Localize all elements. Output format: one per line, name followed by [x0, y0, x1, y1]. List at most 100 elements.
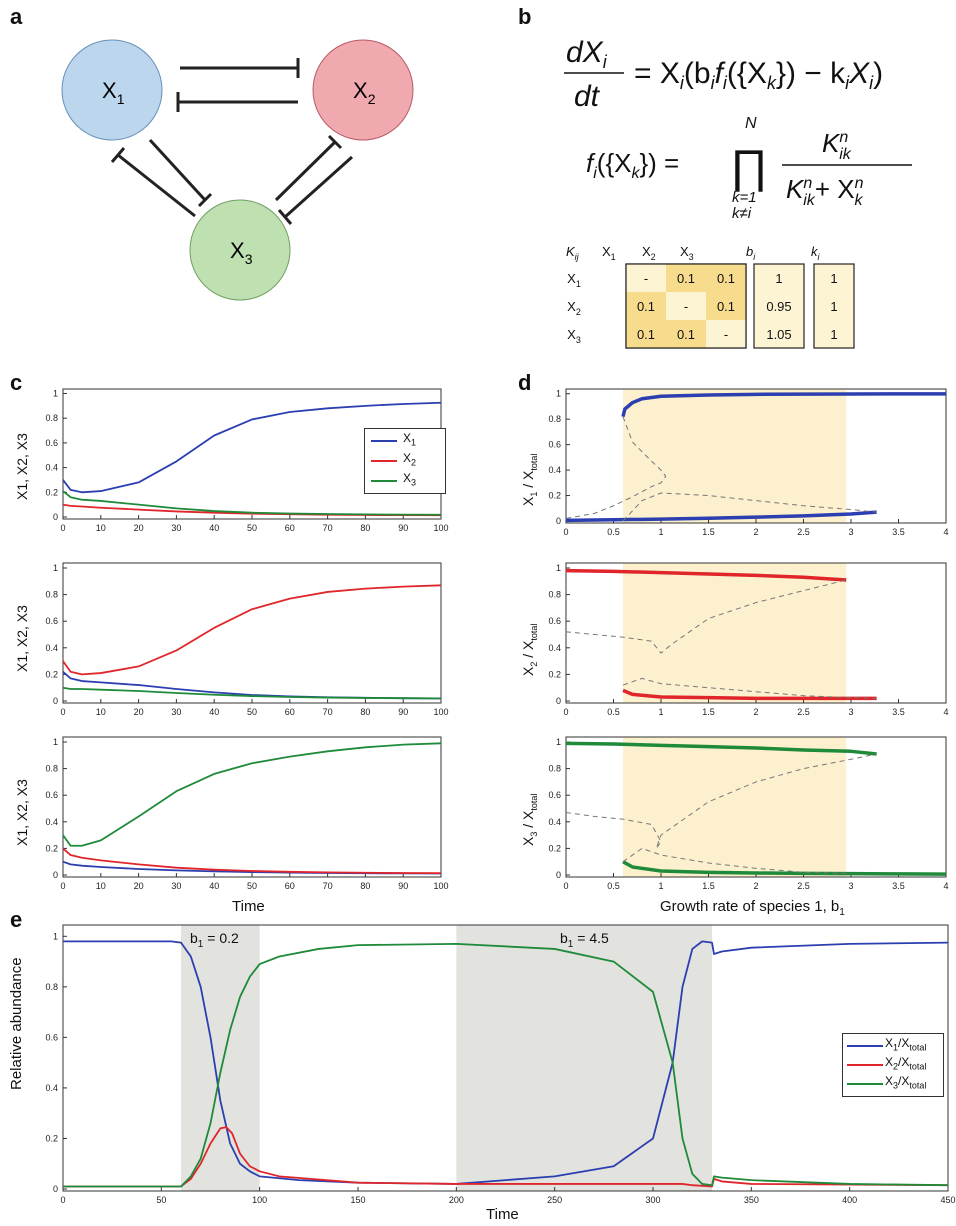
table-cell: - — [684, 299, 688, 314]
x-tick-label: 60 — [285, 523, 295, 533]
legend-line-x1 — [371, 440, 397, 442]
legend-c: X1 X2 X3 — [364, 428, 446, 494]
x-tick-label: 50 — [247, 523, 257, 533]
x-tick-label: 60 — [285, 881, 295, 891]
x-tick-label: 60 — [285, 707, 295, 717]
table-cell: 0.1 — [677, 327, 695, 342]
y-tick-label: 0.2 — [45, 843, 58, 853]
inhibition-edges — [110, 58, 354, 225]
table-k-value: 1 — [830, 271, 837, 286]
x-tick-label: 0 — [60, 523, 65, 533]
x-tick-label: 0 — [563, 527, 568, 537]
y-tick-label: 1 — [556, 389, 561, 399]
x-tick-label: 150 — [350, 1195, 365, 1205]
panel-c-xlabel: Time — [232, 898, 265, 915]
node-x1 — [61, 39, 163, 141]
x-tick-label: 40 — [209, 523, 219, 533]
y-tick-label: 0.8 — [548, 764, 561, 774]
x-tick-label: 1 — [658, 881, 663, 891]
parameter-table: Kij X1 X2 X3 bi ki X1 X2 X3 - 0.1 0.1 0.… — [566, 244, 855, 349]
node-x3 — [189, 199, 291, 301]
table-k-value: 1 — [830, 327, 837, 342]
x-tick-label: 30 — [171, 523, 181, 533]
eq2-numerator: Kn ik — [822, 128, 852, 163]
eq1-rhs: = Xi(bifi({Xk}) − kiXi) — [634, 57, 883, 93]
panel-letter-a: a — [10, 4, 23, 29]
y-tick-label: 0.4 — [45, 463, 58, 473]
x-tick-label: 3.5 — [892, 527, 905, 537]
bistable-region — [623, 563, 847, 703]
x-tick-label: 0.5 — [607, 881, 620, 891]
legend-e: X1/Xtotal X2/Xtotal X3/Xtotal — [842, 1033, 944, 1097]
panel-letter-d: d — [518, 370, 532, 395]
y-tick-label: 0 — [556, 516, 561, 526]
y-tick-label: 0.6 — [45, 438, 58, 448]
x-tick-label: 40 — [209, 881, 219, 891]
x-tick-label: 70 — [323, 523, 333, 533]
table-row-x3: X3 — [567, 327, 581, 345]
shade1-label: b1 = 0.2 — [190, 930, 239, 950]
x-tick-label: 2.5 — [797, 707, 810, 717]
branch-unstable-1 — [565, 416, 667, 519]
y-tick-label: 0.2 — [548, 843, 561, 853]
table-b-value: 1.05 — [766, 327, 791, 342]
branch-unstable-1 — [565, 579, 847, 654]
y-tick-label: 0.2 — [45, 487, 58, 497]
eq2-prod-lower2: k≠i — [732, 205, 752, 222]
x-tick-label: 0 — [563, 707, 568, 717]
x-tick-label: 80 — [360, 523, 370, 533]
x-tick-label: 1.5 — [702, 527, 715, 537]
x-tick-label: 80 — [360, 707, 370, 717]
x-tick-label: 200 — [449, 1195, 464, 1205]
table-cell: 0.1 — [677, 271, 695, 286]
panel-c-ylabel-3: X1, X2, X3 — [14, 779, 30, 846]
legend-line-x3 — [371, 480, 397, 482]
eq2-denominator: Kn ik+ Xn k — [786, 174, 864, 209]
x-tick-label: 1 — [658, 707, 663, 717]
y-tick-label: 1 — [556, 563, 561, 573]
x-tick-label: 450 — [940, 1195, 955, 1205]
y-tick-label: 0.4 — [548, 465, 561, 475]
panel-e-ylabel: Relative abundance — [8, 957, 25, 1090]
branch-stable-low — [622, 860, 947, 876]
series-line-X3 — [62, 742, 442, 847]
y-tick-label: 1 — [53, 737, 58, 747]
legend-label-x2: X2 — [403, 451, 417, 468]
y-tick-label: 0.4 — [45, 817, 58, 827]
y-tick-label: 0.6 — [548, 616, 561, 626]
x-tick-label: 10 — [96, 881, 106, 891]
x-tick-label: 250 — [547, 1195, 562, 1205]
panel-d-ylabel-1: X1 / Xtotal — [520, 453, 539, 506]
table-col-x1: X1 — [602, 244, 616, 262]
table-b-value: 1 — [775, 271, 782, 286]
x-tick-label: 300 — [645, 1195, 660, 1205]
y-tick-label: 0.6 — [548, 440, 561, 450]
panel-d-xlabel: Growth rate of species 1, b1 — [660, 898, 845, 918]
legend-e-label-x3: X3/Xtotal — [885, 1074, 927, 1091]
y-tick-label: 0.6 — [548, 790, 561, 800]
branch-unstable-1 — [565, 753, 877, 849]
x-tick-label: 0 — [60, 707, 65, 717]
branch-unstable-2 — [622, 492, 877, 522]
table-cell: 0.1 — [717, 271, 735, 286]
x-tick-label: 70 — [323, 707, 333, 717]
eq2-prod-lower1: k=1 — [732, 189, 757, 206]
y-tick-label: 0.8 — [45, 413, 58, 423]
table-col-b: bi — [746, 244, 756, 262]
table-cell: - — [644, 271, 648, 286]
panel-c-ylabel-2: X1, X2, X3 — [14, 605, 30, 672]
branch-unstable-2 — [622, 847, 852, 875]
series-line-X3 — [62, 490, 442, 516]
x-tick-label: 2.5 — [797, 881, 810, 891]
series-line-X3 — [62, 686, 442, 700]
x-tick-label: 20 — [134, 881, 144, 891]
y-tick-label: 0.8 — [548, 414, 561, 424]
x-tick-label: 70 — [323, 881, 333, 891]
table-col-x3: X3 — [680, 244, 694, 262]
series-line-X3/Xtotal — [63, 942, 949, 1188]
x-tick-label: 0.5 — [607, 707, 620, 717]
equations: dXi dt = Xi(bifi({Xk}) − kiXi) fi({Xk}) … — [564, 36, 912, 222]
x-tick-label: 1 — [658, 527, 663, 537]
perturbation-region — [456, 925, 712, 1191]
branch-stable-high — [621, 392, 946, 418]
